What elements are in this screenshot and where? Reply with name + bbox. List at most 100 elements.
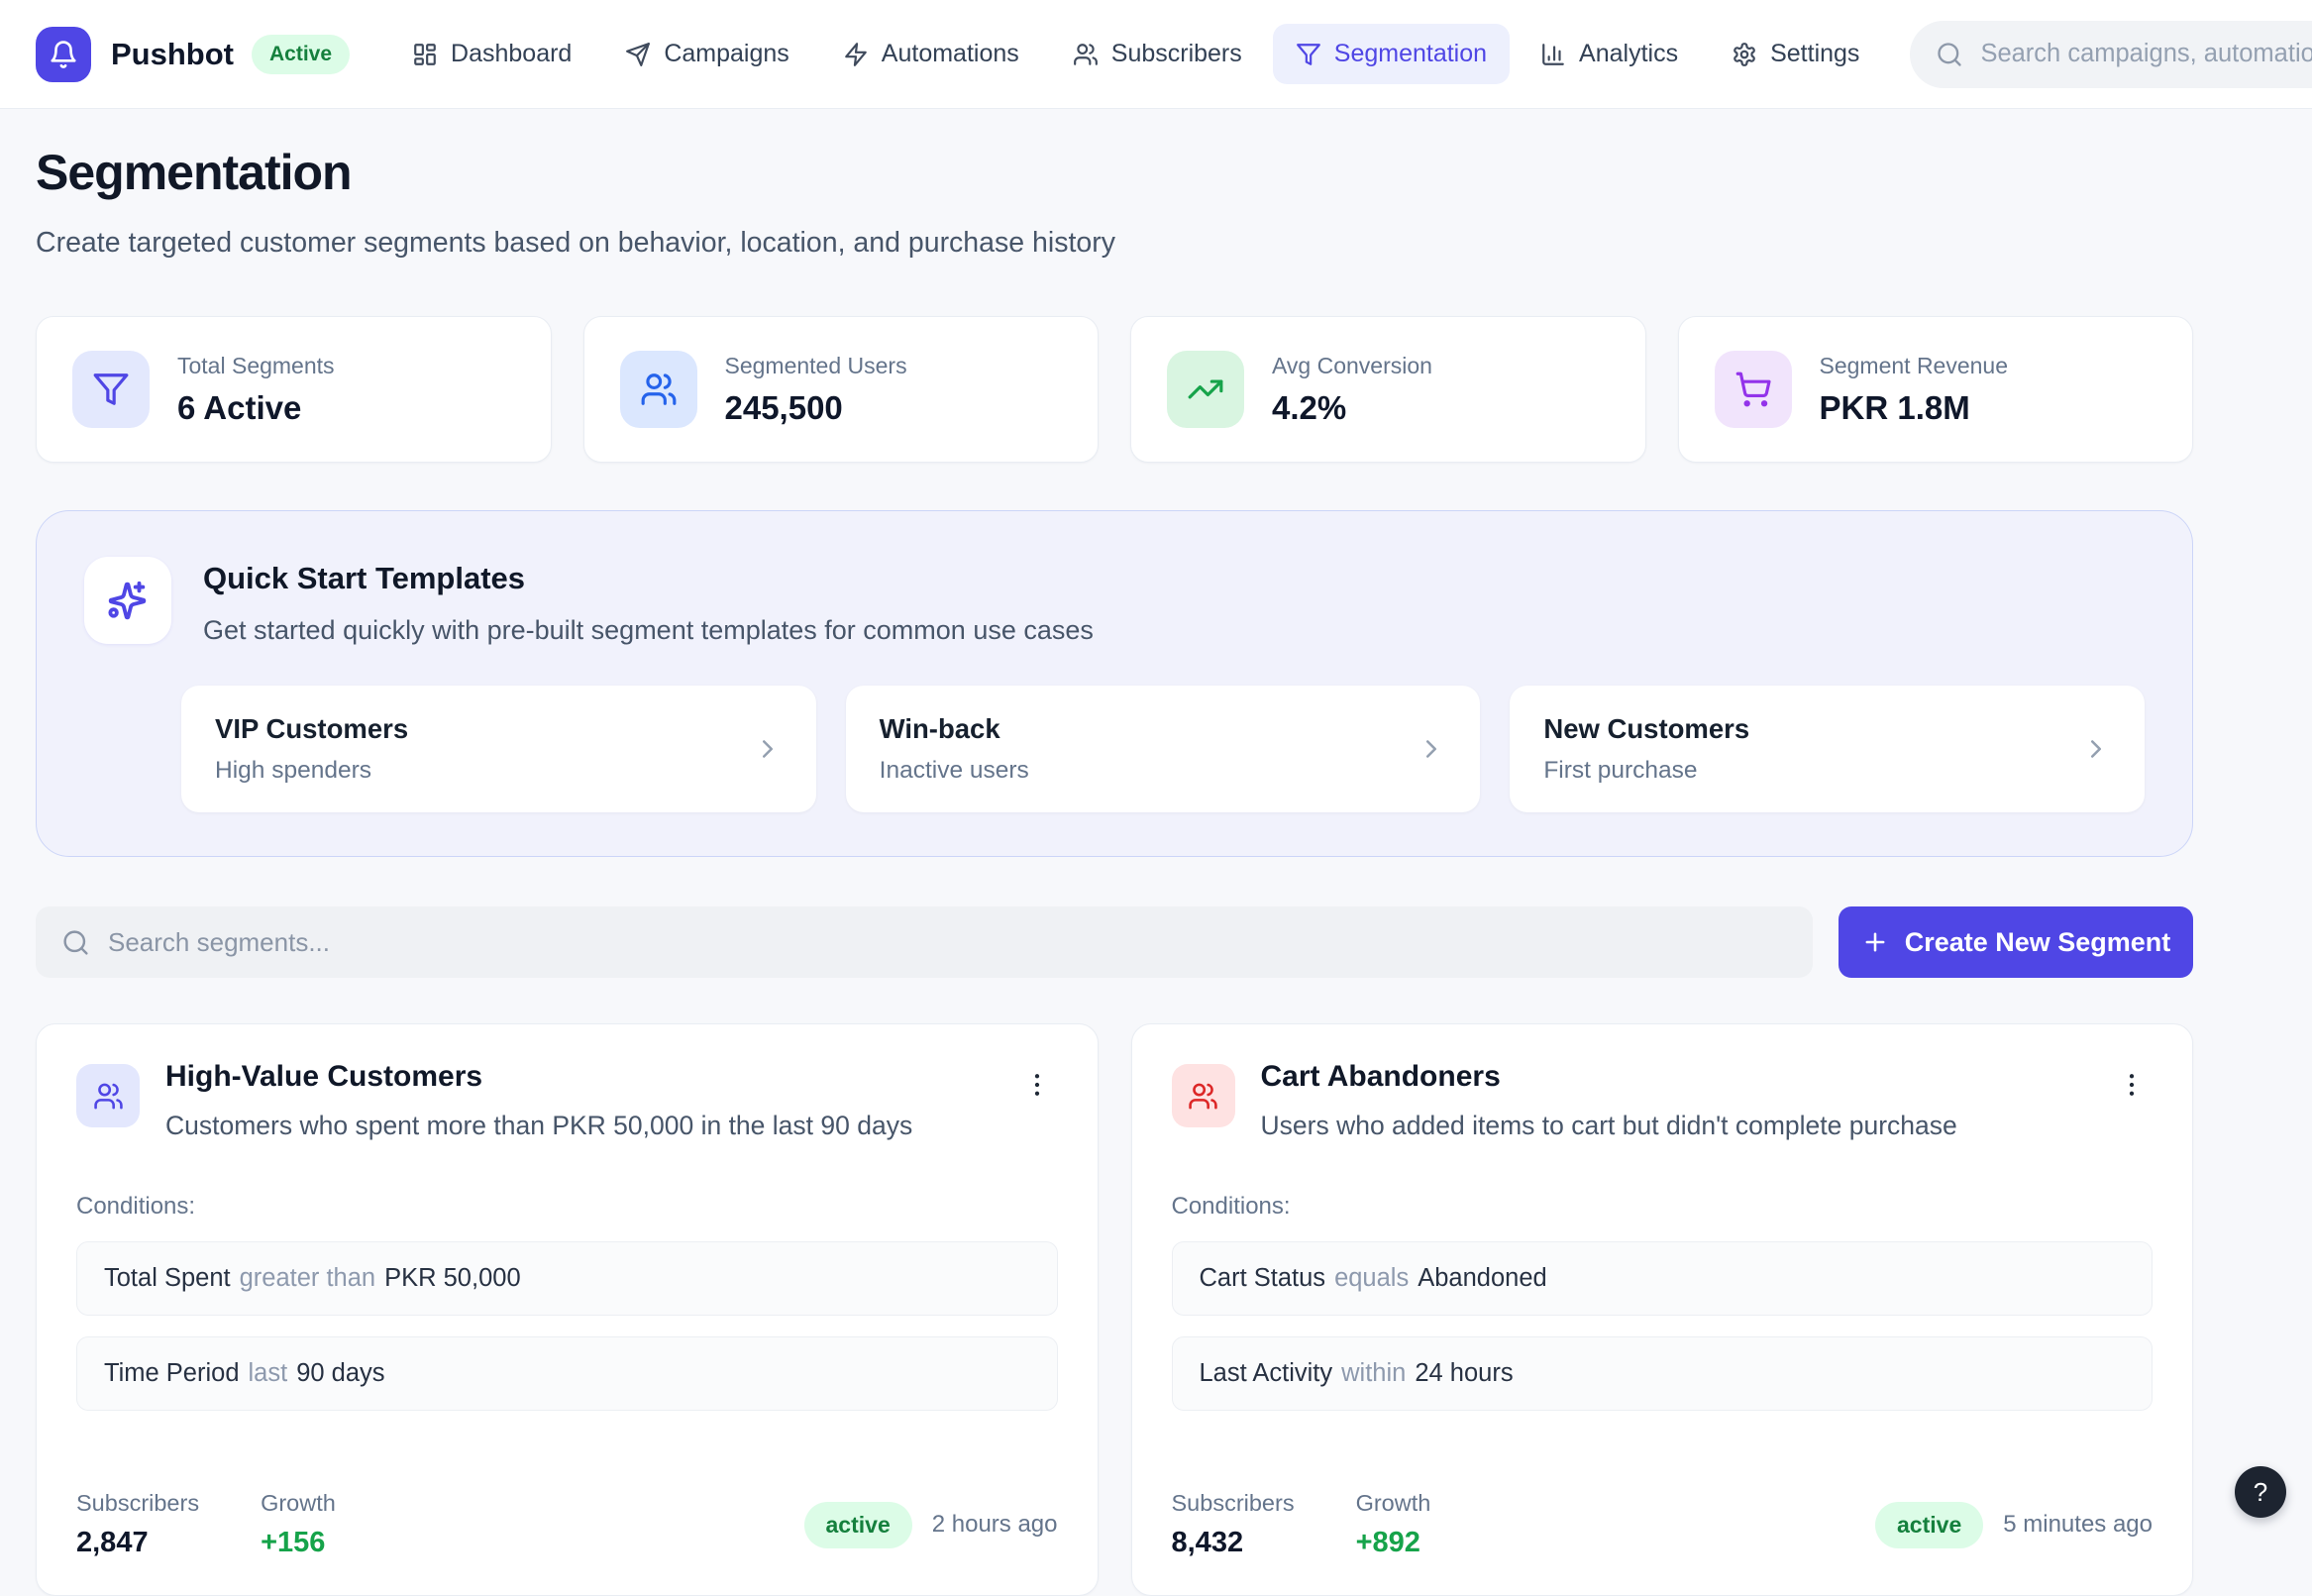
quick-start-title: Quick Start Templates [203, 561, 526, 595]
condition-value: Abandoned [1418, 1264, 1547, 1292]
condition-row: Cart Status equals Abandoned [1171, 1241, 2153, 1316]
segment-description: Customers who spent more than PKR 50,000… [165, 1111, 913, 1140]
template-title: VIP Customers [215, 713, 409, 744]
growth-label: Growth [1355, 1490, 1431, 1516]
help-button[interactable]: ? [2235, 1466, 2286, 1518]
template-card-new-customers[interactable]: New Customers First purchase [1510, 686, 2145, 812]
growth-label: Growth [261, 1490, 336, 1516]
condition-value: PKR 50,000 [384, 1264, 521, 1292]
subscribers-value: 2,847 [76, 1527, 149, 1558]
condition-row: Last Activity within 24 hours [1171, 1336, 2153, 1411]
brand-name: Pushbot [111, 36, 234, 71]
chart-icon [1540, 42, 1566, 67]
subscribers-stat: Subscribers 2,847 [76, 1490, 199, 1559]
segment-menu-button[interactable] [1016, 1060, 1058, 1110]
segment-status-badge: active [1875, 1501, 1984, 1548]
quick-start-subtitle: Get started quickly with pre-built segme… [203, 615, 1094, 645]
growth-stat: Growth +892 [1356, 1490, 1431, 1559]
segment-search[interactable] [36, 906, 1813, 978]
zap-icon [843, 42, 869, 67]
segment-title: Cart Abandoners [1260, 1060, 1501, 1093]
stat-value: 4.2% [1272, 388, 1347, 426]
global-search[interactable] [1910, 20, 2312, 88]
template-card-vip-customers[interactable]: VIP Customers High spenders [181, 686, 816, 812]
nav-item-settings[interactable]: Settings [1709, 24, 1882, 84]
nav-item-label: Campaigns [664, 40, 789, 67]
template-subtitle: High spenders [215, 757, 371, 784]
subscribers-stat: Subscribers 8,432 [1172, 1490, 1295, 1559]
subscribers-label: Subscribers [76, 1490, 200, 1516]
users-icon [1073, 42, 1099, 67]
nav-item-label: Analytics [1579, 40, 1679, 67]
status-badge: Active [252, 34, 351, 74]
stat-value: 245,500 [724, 388, 843, 426]
nav-item-dashboard[interactable]: Dashboard [389, 24, 594, 84]
stat-card-avg-conversion: Avg Conversion 4.2% [1130, 316, 1646, 463]
chevron-right-icon [2081, 734, 2111, 764]
segment-description: Users who added items to cart but didn't… [1260, 1111, 1957, 1140]
segment-updated-time: 2 hours ago [931, 1511, 1058, 1538]
stat-label: Avg Conversion [1272, 352, 1432, 378]
template-subtitle: First purchase [1543, 757, 1698, 784]
more-vertical-icon [2117, 1070, 2147, 1100]
stat-card-segment-revenue: Segment Revenue PKR 1.8M [1677, 316, 2193, 463]
funnel-icon [1296, 42, 1321, 67]
nav-item-label: Segmentation [1333, 40, 1488, 67]
chevron-right-icon [1417, 734, 1446, 764]
condition-field: Total Spent [104, 1264, 231, 1292]
gear-icon [1732, 42, 1757, 67]
segment-card-cart-abandoners: Cart Abandoners Users who added items to… [1130, 1023, 2193, 1596]
growth-value: +892 [1355, 1527, 1420, 1558]
page-subtitle: Create targeted customer segments based … [36, 227, 1115, 259]
nav-item-campaigns[interactable]: Campaigns [602, 24, 811, 84]
condition-row: Time Period last 90 days [76, 1336, 1058, 1411]
condition-field: Cart Status [1199, 1264, 1326, 1292]
stat-label: Segmented Users [724, 352, 907, 378]
template-card-win-back[interactable]: Win-back Inactive users [845, 686, 1481, 812]
condition-value: 90 days [296, 1359, 385, 1387]
cart-icon [1714, 351, 1792, 428]
quick-start-panel: Quick Start Templates Get started quickl… [36, 510, 2193, 857]
stat-card-segmented-users: Segmented Users 245,500 [582, 316, 1099, 463]
condition-operator: equals [1334, 1264, 1410, 1292]
nav-item-automations[interactable]: Automations [820, 24, 1042, 84]
users-icon [1171, 1064, 1235, 1127]
segment-title: High-Value Customers [165, 1060, 483, 1093]
growth-stat: Growth +156 [261, 1490, 336, 1559]
condition-operator: last [248, 1359, 288, 1387]
funnel-icon [72, 351, 150, 428]
users-icon [76, 1064, 140, 1127]
condition-row: Total Spent greater than PKR 50,000 [76, 1241, 1058, 1316]
top-nav: Pushbot Active Dashboard Campaigns Autom… [0, 0, 2312, 109]
chevron-right-icon [753, 734, 783, 764]
segments-grid: High-Value Customers Customers who spent… [36, 1023, 2193, 1596]
conditions-label: Conditions: [1171, 1193, 1291, 1220]
growth-value: +156 [261, 1527, 326, 1558]
create-new-segment-button[interactable]: Create New Segment [1839, 906, 2193, 978]
nav-item-label: Settings [1770, 40, 1860, 67]
nav-item-label: Subscribers [1110, 40, 1242, 67]
segment-search-input[interactable] [108, 926, 1787, 958]
create-button-label: Create New Segment [1904, 926, 2171, 957]
segment-updated-time: 5 minutes ago [2003, 1511, 2153, 1538]
condition-field: Time Period [104, 1359, 240, 1387]
subscribers-label: Subscribers [1171, 1490, 1295, 1516]
segment-menu-button[interactable] [2111, 1060, 2153, 1110]
nav-item-analytics[interactable]: Analytics [1518, 24, 1701, 84]
stat-label: Segment Revenue [1819, 352, 2009, 378]
sparkles-icon [84, 557, 171, 644]
stat-value: PKR 1.8M [1819, 388, 1970, 426]
stat-label: Total Segments [177, 352, 335, 378]
template-title: New Customers [1543, 713, 1750, 744]
search-icon [61, 928, 90, 957]
more-vertical-icon [1022, 1070, 1052, 1100]
global-search-input[interactable] [1980, 40, 2312, 68]
nav-item-subscribers[interactable]: Subscribers [1050, 24, 1265, 84]
nav-item-label: Dashboard [451, 40, 573, 67]
dashboard-icon [412, 42, 438, 67]
segment-status-badge: active [803, 1501, 912, 1548]
send-icon [625, 42, 651, 67]
condition-operator: greater than [239, 1264, 376, 1292]
conditions-label: Conditions: [76, 1193, 196, 1220]
nav-item-segmentation[interactable]: Segmentation [1272, 24, 1511, 84]
